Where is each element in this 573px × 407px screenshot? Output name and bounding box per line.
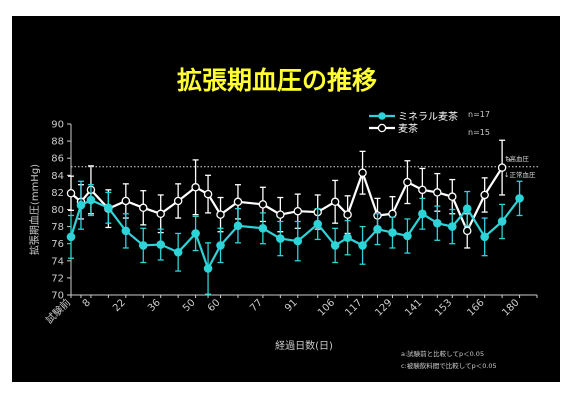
x-tick-label: 77 [248, 297, 265, 314]
data-point [66, 232, 76, 242]
x-tick-label: 60 [206, 297, 223, 314]
y-tick-label: 76 [51, 239, 64, 250]
data-point [293, 236, 303, 246]
data-point [293, 206, 303, 216]
data-point [216, 241, 225, 250]
data-point [418, 185, 427, 195]
y-tick-label: 72 [51, 273, 64, 284]
data-point [515, 194, 524, 203]
data-point [388, 228, 397, 237]
data-point [121, 196, 131, 206]
data-point [497, 163, 507, 172]
data-point [258, 224, 268, 233]
legend-label: ミネラル麦茶 [398, 110, 458, 123]
data-point [497, 217, 507, 226]
data-point [433, 218, 442, 228]
data-point [86, 195, 96, 205]
data-point [156, 209, 165, 219]
data-point [343, 233, 352, 243]
data-point [447, 222, 457, 231]
legend-marker [378, 112, 386, 120]
data-point [403, 231, 412, 241]
data-point [191, 183, 200, 192]
chart-title: 拡張期血圧の推移 [177, 66, 377, 95]
data-point [358, 168, 367, 177]
series-line [70, 167, 504, 234]
y-axis-label: 拡張期血圧(mmHg) [28, 164, 41, 255]
data-point [203, 264, 213, 273]
x-tick-label: 50 [181, 297, 198, 314]
data-point [203, 189, 213, 199]
data-point [480, 232, 489, 242]
data-point [216, 210, 225, 219]
data-point [418, 209, 427, 219]
data-point [358, 241, 367, 250]
x-tick-label: 91 [283, 297, 300, 314]
data-point [343, 210, 352, 219]
y-tick-label: 78 [51, 222, 64, 233]
n-label-mugicha: n=15 [468, 128, 490, 137]
y-tick-label: 86 [51, 154, 64, 165]
data-point [156, 240, 166, 249]
x-tick-label: 22 [111, 297, 128, 314]
annotation-a: a [506, 156, 510, 164]
data-point [330, 197, 340, 207]
y-tick-label: 74 [51, 256, 64, 267]
x-tick-label: 141 [403, 297, 424, 318]
reference-label-high: ↑高血圧 [504, 154, 529, 163]
x-tick-label: 129 [373, 297, 394, 318]
data-point [403, 177, 412, 187]
data-point [173, 247, 183, 257]
y-tick-label: 88 [51, 137, 64, 148]
footnote-a: a:試験前と比較してp＜0.05 [401, 349, 484, 358]
data-point [433, 188, 442, 197]
reference-label-normal: ↓正常血圧 [504, 170, 536, 179]
x-tick-label: 153 [433, 297, 454, 318]
data-point [76, 200, 86, 210]
chart-slide: 拡張期血圧の推移 70 72 74 76 78 80 82 84 86 88 90 試験前 8 22 36 5… [12, 16, 560, 382]
x-axis-label: 経過日数(日) [275, 339, 333, 352]
data-point [373, 224, 382, 234]
data-point [233, 197, 243, 207]
data-point [191, 229, 200, 238]
x-tick-label: 166 [466, 297, 487, 318]
x-tick-label: 106 [316, 297, 337, 318]
x-tick-label: 117 [343, 297, 364, 318]
data-point [233, 221, 243, 231]
x-tick-label: 180 [500, 297, 521, 318]
data-point [330, 241, 340, 250]
data-point [276, 234, 285, 243]
data-point [388, 209, 397, 219]
y-tick-label: 90 [51, 120, 64, 131]
data-point [462, 204, 472, 213]
x-tick-label: 8 [81, 297, 93, 309]
data-point [313, 219, 323, 229]
data-point [173, 196, 183, 206]
data-point [121, 226, 131, 236]
data-point [66, 189, 76, 198]
data-point [480, 190, 489, 200]
data-point [462, 226, 472, 236]
data-point [258, 200, 268, 209]
y-tick-label: 70 [51, 291, 64, 302]
data-point [138, 241, 148, 250]
legend-label: 麦茶 [398, 122, 418, 135]
data-point [276, 210, 285, 219]
data-point [139, 203, 148, 213]
x-tick-label: 36 [146, 297, 163, 314]
n-label-mineral: n=17 [468, 110, 490, 119]
y-tick-label: 82 [51, 188, 64, 199]
data-point [448, 192, 457, 201]
footnote-c: c:被験飲料間で比較してp＜0.05 [401, 361, 497, 370]
y-tick-label: 84 [51, 171, 64, 182]
y-tick-label: 80 [51, 205, 64, 216]
legend-marker [377, 123, 387, 133]
data-point [104, 203, 113, 213]
